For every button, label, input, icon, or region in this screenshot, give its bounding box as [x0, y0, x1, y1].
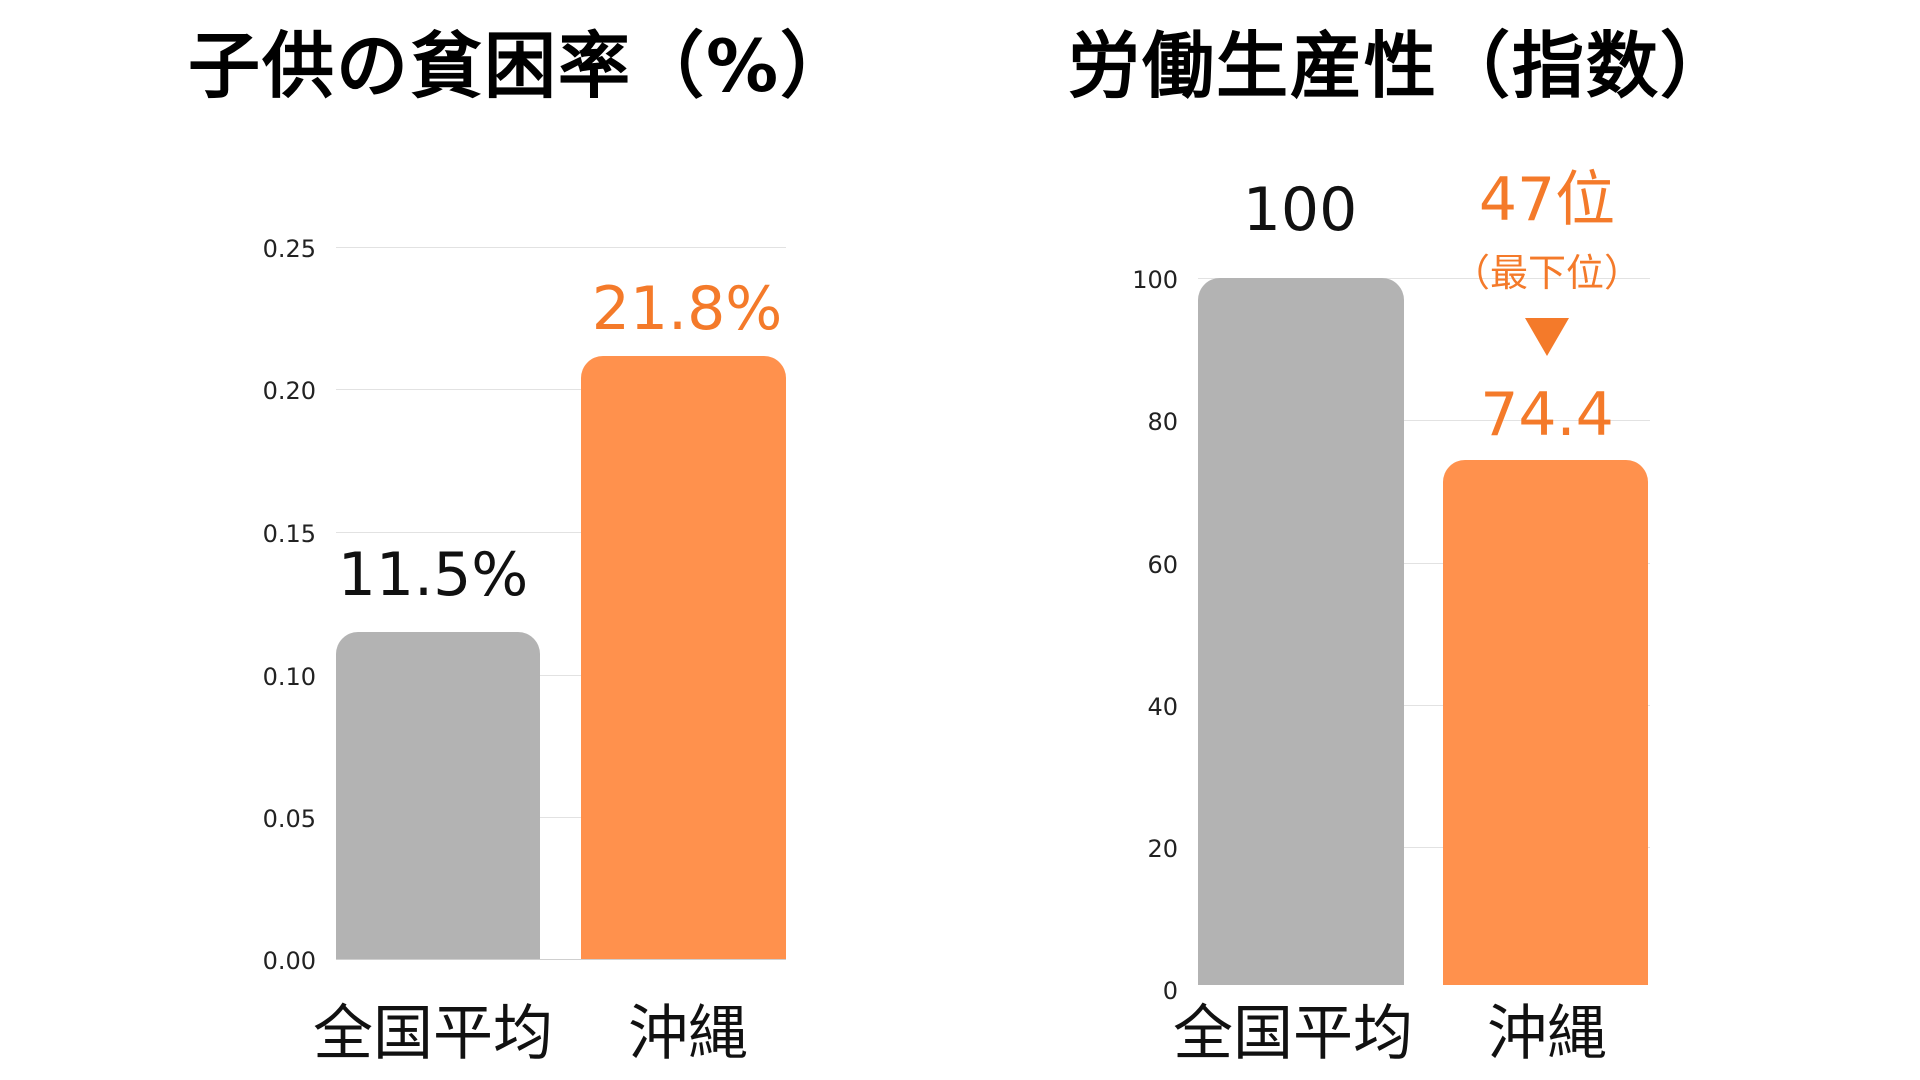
category-label-okinawa: 沖縄: [628, 999, 748, 1069]
category-label-okinawa: 沖縄: [1487, 999, 1607, 1069]
gridline: [1198, 420, 1650, 421]
gridline: [1198, 847, 1650, 848]
category-label-national: 全国平均: [313, 999, 553, 1069]
y-tick-label: 0.20: [262, 377, 316, 405]
y-tick-label: 60: [1147, 551, 1178, 579]
gridline: [1198, 278, 1650, 279]
bar-national-average: [1198, 278, 1404, 985]
rank-note: （最下位）: [1451, 251, 1643, 295]
gridline: [1198, 563, 1650, 564]
y-tick-label: 0.10: [262, 663, 316, 691]
y-tick-label: 20: [1147, 835, 1178, 863]
gridline: [336, 675, 786, 676]
value-label-okinawa: 74.4: [1480, 380, 1614, 450]
y-tick-label: 80: [1147, 408, 1178, 436]
bar-okinawa: [581, 356, 786, 959]
value-label-national: 100: [1242, 175, 1358, 245]
gridline: [336, 247, 786, 248]
y-tick-label: 0.05: [262, 805, 316, 833]
value-label-national: 11.5%: [337, 540, 529, 610]
category-label-national: 全国平均: [1173, 999, 1413, 1069]
y-tick-label: 0.15: [262, 520, 316, 548]
poverty-chart-title: 子供の貧困率（%）: [188, 24, 855, 108]
productivity-chart-title: 労働生産性（指数）: [1068, 24, 1735, 108]
gridline: [336, 532, 786, 533]
y-tick-label: 0.00: [262, 947, 316, 975]
y-tick-label: 0: [1162, 977, 1178, 1005]
bar-okinawa: [1443, 460, 1648, 985]
down-triangle-icon: [1525, 318, 1569, 356]
gridline: [336, 389, 786, 390]
rank-label: 47位: [1478, 165, 1616, 235]
y-tick-label: 40: [1147, 693, 1178, 721]
x-axis-line: [336, 959, 786, 960]
value-label-okinawa: 21.8%: [591, 274, 783, 344]
gridline: [1198, 705, 1650, 706]
bar-national-average: [336, 632, 540, 959]
y-tick-label: 0.25: [262, 235, 316, 263]
gridline: [336, 817, 786, 818]
y-tick-label: 100: [1132, 266, 1178, 294]
